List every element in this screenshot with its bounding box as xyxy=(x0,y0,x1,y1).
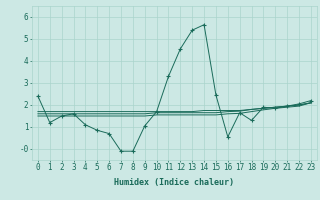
X-axis label: Humidex (Indice chaleur): Humidex (Indice chaleur) xyxy=(115,178,234,187)
